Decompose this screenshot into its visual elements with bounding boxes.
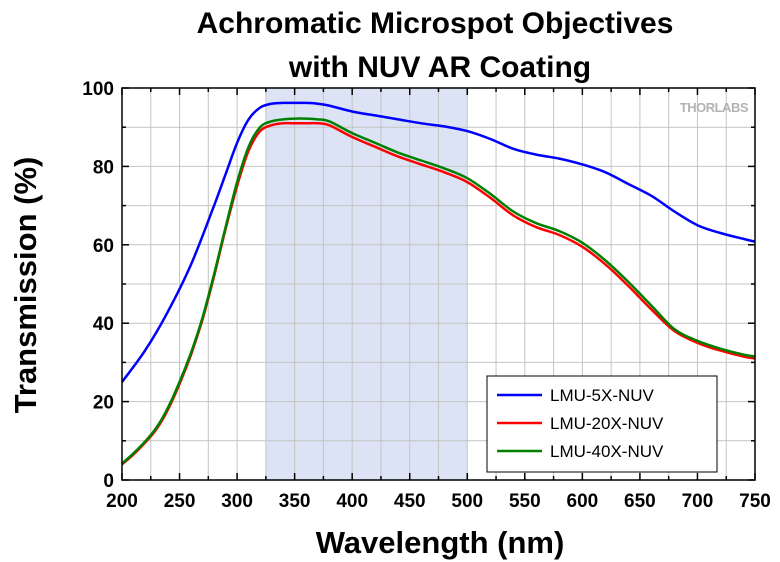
x-tick-label: 500: [451, 491, 483, 512]
y-tick-label: 20: [93, 393, 114, 414]
x-tick-label: 300: [221, 491, 253, 512]
legend: LMU-5X-NUV LMU-20X-NUV LMU-40X-NUV: [486, 375, 718, 473]
x-tick-labels: 200 250 300 350 400 450 500 550 600 650 700 750: [106, 491, 771, 512]
y-axis-label: Transmission (%): [8, 157, 43, 414]
y-tick-labels: 0 20 40 60 80 100: [82, 79, 114, 492]
axis-ticks: [121, 87, 756, 481]
x-tick-label: 250: [164, 491, 196, 512]
x-tick-label: 700: [682, 491, 714, 512]
chart-title-line1: Achromatic Microspot Objectives: [197, 7, 674, 40]
x-tick-label: 750: [739, 491, 771, 512]
legend-label: LMU-20X-NUV: [550, 414, 664, 433]
y-tick-label: 60: [93, 236, 114, 257]
x-tick-label: 650: [624, 491, 656, 512]
x-tick-label: 600: [567, 491, 599, 512]
x-tick-label: 400: [336, 491, 368, 512]
series-line-3: [121, 117, 756, 465]
series-line-1: [120, 101, 756, 383]
legend-label: LMU-5X-NUV: [550, 386, 655, 405]
y-tick-label: 100: [82, 79, 114, 100]
series-lines: [120, 101, 756, 466]
x-tick-label: 350: [279, 491, 311, 512]
x-axis-label: Wavelength (nm): [316, 525, 565, 560]
x-tick-label: 200: [106, 491, 138, 512]
legend-label: LMU-40X-NUV: [550, 442, 664, 461]
y-tick-label: 80: [93, 157, 114, 178]
x-tick-label: 550: [509, 491, 541, 512]
y-tick-label: 40: [93, 314, 114, 335]
x-tick-label: 450: [394, 491, 426, 512]
chart-title-line2: with NUV AR Coating: [288, 51, 591, 84]
thorlabs-watermark: THORLABS: [680, 100, 749, 115]
y-tick-label: 0: [103, 471, 114, 492]
